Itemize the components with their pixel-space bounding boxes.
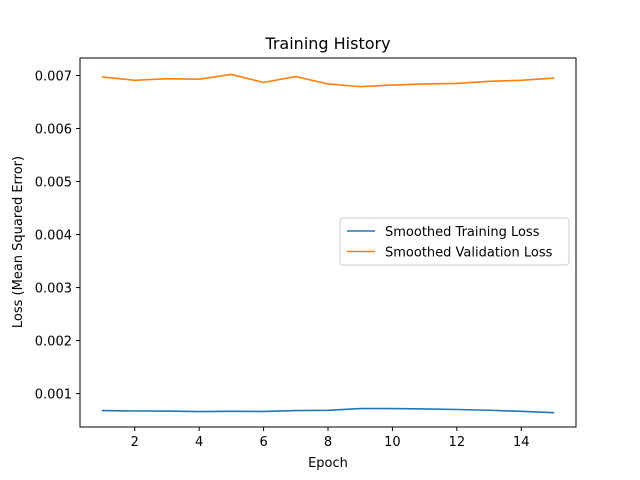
x-tick-label: 14 (513, 435, 530, 450)
x-axis-label: Epoch (308, 456, 348, 471)
y-axis-label: Loss (Mean Squared Error) (11, 156, 26, 328)
legend-label: Smoothed Training Loss (385, 225, 540, 240)
plot-area: 2 4 6 8 10 12 14 0.001 0.002 0.003 0.004 0.005 0.006… (35, 69, 555, 450)
y-tick-label: 0.004 (35, 229, 72, 244)
chart-title: Training History (264, 34, 390, 53)
series-line-validation-loss (101, 73, 555, 88)
x-tick-label: 2 (131, 435, 139, 450)
y-tick-label: 0.001 (35, 388, 72, 403)
x-tick-label: 8 (324, 435, 332, 450)
x-tick-label: 4 (195, 435, 203, 450)
legend-label: Smoothed Validation Loss (385, 246, 553, 261)
y-tick-label: 0.002 (35, 335, 72, 350)
legend: Smoothed Training Loss Smoothed Validatio… (339, 217, 570, 266)
x-tick-label: 10 (384, 435, 401, 450)
x-tick-label: 6 (259, 435, 267, 450)
axes-frame (79, 57, 577, 428)
legend-box (339, 217, 570, 266)
y-tick-label: 0.007 (35, 69, 72, 84)
series-line-training-loss (101, 407, 555, 414)
y-tick-label: 0.006 (35, 123, 72, 138)
x-tick-label: 12 (449, 435, 466, 450)
y-tick-label: 0.005 (35, 176, 72, 191)
y-tick-label: 0.003 (35, 282, 72, 297)
